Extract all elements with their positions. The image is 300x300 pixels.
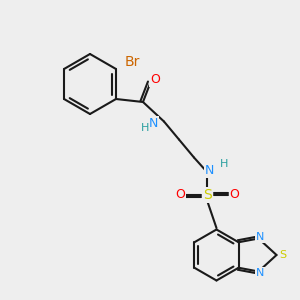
Text: O: O (230, 188, 239, 202)
Text: N: N (256, 232, 264, 242)
Text: N: N (256, 268, 264, 278)
Text: N: N (204, 164, 214, 178)
Text: O: O (176, 188, 185, 202)
Text: Br: Br (125, 55, 140, 68)
Text: S: S (203, 188, 212, 202)
Text: S: S (280, 250, 287, 260)
Text: O: O (150, 73, 160, 86)
Text: H: H (141, 123, 150, 134)
Text: H: H (220, 159, 228, 169)
Text: N: N (149, 116, 158, 130)
